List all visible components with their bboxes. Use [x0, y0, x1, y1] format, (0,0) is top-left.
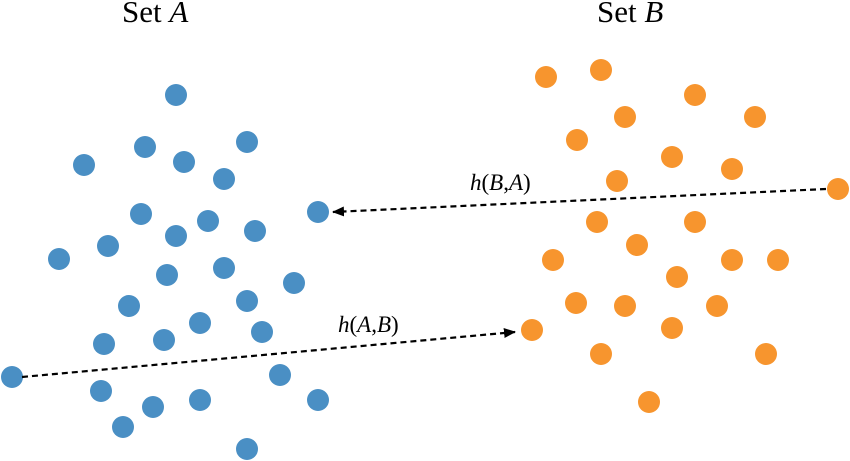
label-h-b-a: h(B,A) [470, 170, 531, 195]
label-h-b-a-comma: , [503, 170, 509, 195]
set-a-point [189, 312, 211, 334]
set-a-point [236, 438, 258, 460]
label-h-a-b-fn: h [338, 312, 350, 337]
label-h-a-b-comma: , [371, 312, 377, 337]
set-a-point [213, 168, 235, 190]
set-b-point [721, 249, 743, 271]
set-b-point [586, 211, 608, 233]
label-h-a-b-open: ( [350, 312, 358, 337]
set-a-point [236, 131, 258, 153]
label-h-a-b-close: ) [391, 312, 399, 337]
set-b-point [606, 170, 628, 192]
set-a-title-var: A [167, 0, 189, 29]
set-b-point [626, 234, 648, 256]
set-a-point [197, 210, 219, 232]
set-a-point [307, 389, 329, 411]
label-h-a-b-arg1: A [355, 312, 372, 337]
set-a-point [90, 380, 112, 402]
set-a-title-prefix: Set [122, 0, 169, 29]
set-b-point [755, 343, 777, 365]
set-a-point [189, 389, 211, 411]
set-a-point [283, 272, 305, 294]
set-b-point [721, 158, 743, 180]
set-b-point [706, 295, 728, 317]
set-a-point [130, 203, 152, 225]
label-h-a-b: h(A,B) [338, 312, 399, 337]
set-b-point [565, 292, 587, 314]
label-h-b-a-fn: h [470, 170, 482, 195]
set-a-point [48, 248, 70, 270]
set-a-point [73, 154, 95, 176]
set-a-point [153, 329, 175, 351]
set-a-point [236, 290, 258, 312]
set-a-title: Set A [122, 0, 189, 29]
set-a-point [97, 235, 119, 257]
set-a-point [165, 84, 187, 106]
set-a-point [134, 136, 156, 158]
label-h-b-a-close: ) [523, 170, 531, 195]
set-b-point [661, 317, 683, 339]
set-b-title-prefix: Set [597, 0, 644, 29]
set-a-point [165, 225, 187, 247]
set-a-point [142, 396, 164, 418]
set-b-point [661, 146, 683, 168]
set-a-point [173, 151, 195, 173]
set-b-point [827, 178, 849, 200]
set-b-point [767, 249, 789, 271]
set-a-point [156, 264, 178, 286]
set-b-title-var: B [644, 0, 663, 29]
set-b-points [521, 59, 849, 413]
set-a-point [269, 364, 291, 386]
set-b-point [666, 266, 688, 288]
set-a-point [93, 333, 115, 355]
set-b-point [684, 211, 706, 233]
set-a-points [1, 84, 329, 460]
set-b-point [638, 391, 660, 413]
set-a-point [244, 220, 266, 242]
arrow-h-a-b [21, 328, 516, 379]
set-b-point [744, 106, 766, 128]
set-b-point [614, 295, 636, 317]
set-b-point [535, 66, 557, 88]
set-b-point [521, 319, 543, 341]
set-a-point [251, 321, 273, 343]
set-b-point [684, 84, 706, 106]
label-h-b-a-arg2: A [507, 170, 524, 195]
arrow-h-b-a [332, 187, 827, 217]
set-b-point [614, 106, 636, 128]
label-h-b-a-open: ( [482, 170, 490, 195]
set-b-point [542, 249, 564, 271]
set-a-point [213, 257, 235, 279]
label-h-b-a-arg1: B [489, 170, 503, 195]
label-h-a-b-arg2: B [377, 312, 391, 337]
set-a-point [118, 295, 140, 317]
set-b-point [590, 343, 612, 365]
set-b-title: Set B [597, 0, 663, 29]
set-a-point [112, 416, 134, 438]
set-b-point [566, 129, 588, 151]
set-a-point [307, 201, 329, 223]
set-a-point [1, 366, 23, 388]
set-b-point [590, 59, 612, 81]
